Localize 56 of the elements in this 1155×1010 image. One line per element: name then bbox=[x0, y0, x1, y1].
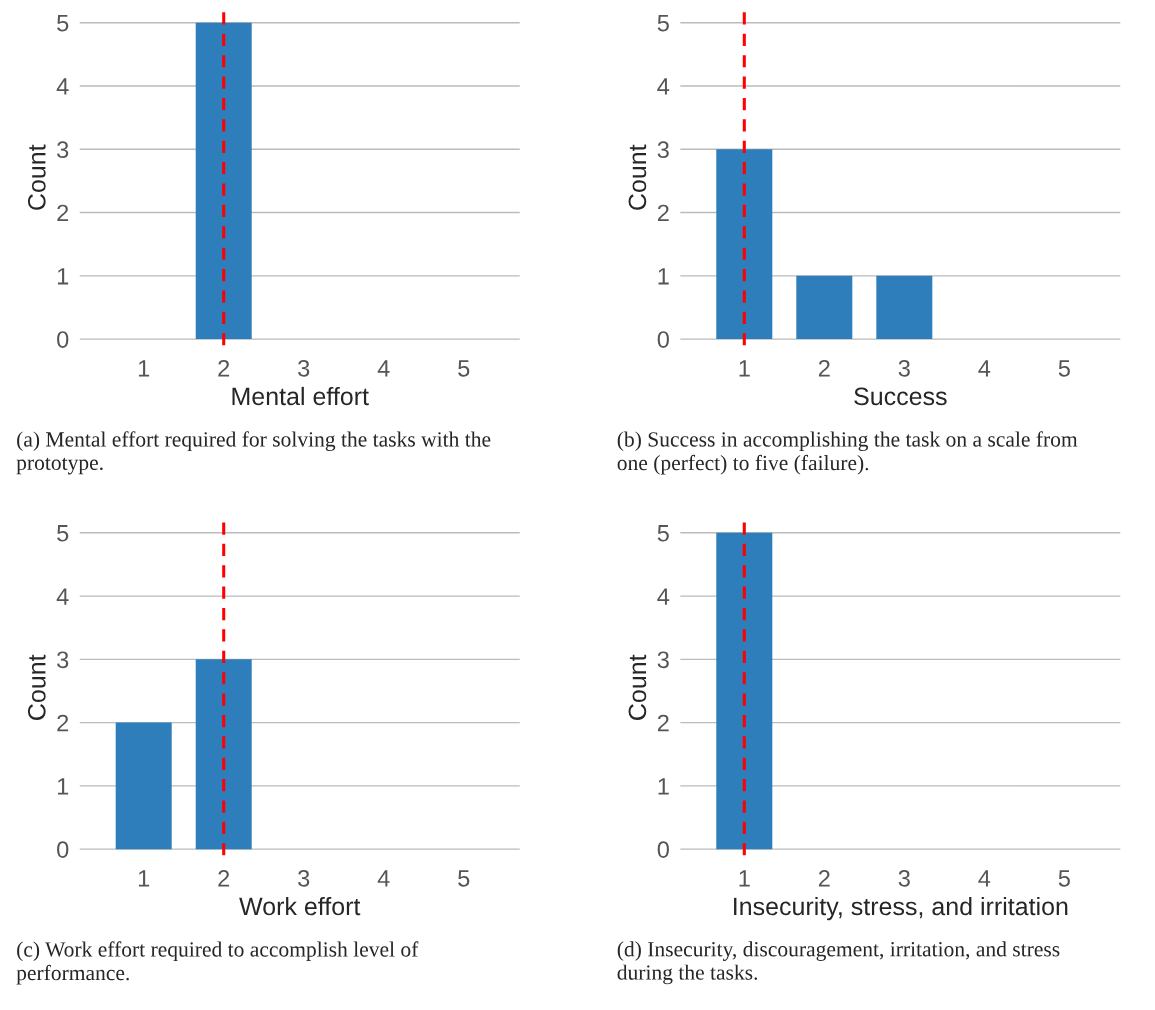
x-tick-label: 5 bbox=[1058, 870, 1070, 887]
text: (d) Insecurity, discouragement, irritation, and stress during the tasks. bbox=[617, 941, 1060, 985]
y-tick-label: 2 bbox=[57, 714, 69, 732]
y-tick-label: 2 bbox=[657, 714, 669, 732]
x-tick-label: 3 bbox=[898, 359, 910, 377]
x-tick-label: 1 bbox=[138, 360, 150, 377]
y-tick-label: 5 bbox=[657, 15, 669, 32]
x-tick-label: 4 bbox=[377, 870, 390, 887]
x-tick-label: 4 bbox=[978, 870, 991, 887]
x-axis-title: Insecurity, stress, and irritation bbox=[734, 896, 1068, 921]
x-tick-label: 5 bbox=[1058, 360, 1070, 377]
y-tick-label: 4 bbox=[56, 588, 69, 605]
x-tick-label: 3 bbox=[298, 869, 310, 887]
x-tick-label: 2 bbox=[818, 869, 830, 887]
y-tick-label: 0 bbox=[57, 841, 69, 858]
x-axis-title: Success bbox=[854, 387, 947, 406]
y-tick-label: 0 bbox=[57, 331, 69, 348]
x-tick-label: 3 bbox=[298, 359, 310, 377]
y-tick-label: 3 bbox=[57, 141, 69, 159]
y-tick-label: 1 bbox=[658, 268, 669, 285]
y-tick-label: 5 bbox=[657, 525, 669, 542]
x-axis-title: Work effort bbox=[239, 896, 361, 916]
x-tick-label: 2 bbox=[218, 359, 230, 377]
y-tick-label: 2 bbox=[657, 204, 669, 222]
y-tick-label: 0 bbox=[657, 331, 669, 348]
x-axis-title: Mental effort bbox=[232, 386, 369, 406]
x-tick-label: 1 bbox=[739, 360, 750, 377]
text: (a) Mental effort required for solving the tasks with the prototype. bbox=[16, 431, 491, 475]
x-tick-label: 1 bbox=[138, 870, 150, 887]
text: (b) Success in accomplishing the task on a scale from one (perfect) to five (failure). bbox=[617, 431, 1078, 475]
y-axis-title: Count bbox=[628, 144, 647, 210]
x-tick-label: 3 bbox=[898, 869, 910, 887]
y-tick-label: 1 bbox=[57, 268, 69, 285]
y-tick-label: 3 bbox=[657, 141, 669, 159]
x-tick-label: 2 bbox=[818, 359, 830, 377]
y-axis-title: Count bbox=[628, 654, 647, 720]
y-tick-label: 4 bbox=[657, 588, 670, 605]
y-tick-label: 3 bbox=[657, 651, 669, 669]
x-tick-label: 1 bbox=[739, 870, 750, 887]
y-tick-label: 3 bbox=[57, 651, 69, 669]
y-tick-label: 1 bbox=[57, 778, 69, 795]
y-tick-label: 4 bbox=[56, 78, 69, 95]
y-axis-title: Count bbox=[27, 654, 46, 720]
y-tick-label: 5 bbox=[57, 15, 69, 32]
y-tick-label: 1 bbox=[658, 778, 669, 795]
y-tick-label: 0 bbox=[657, 841, 669, 858]
x-tick-label: 5 bbox=[458, 360, 470, 377]
text: (c) Work effort required to accomplish level of performance. bbox=[16, 941, 419, 985]
y-tick-label: 4 bbox=[657, 78, 670, 95]
x-tick-label: 2 bbox=[218, 869, 230, 887]
x-tick-label: 4 bbox=[978, 360, 991, 377]
y-axis-title: Count bbox=[27, 144, 46, 210]
y-tick-label: 5 bbox=[57, 525, 69, 542]
x-tick-label: 5 bbox=[458, 870, 470, 887]
x-tick-label: 4 bbox=[377, 360, 390, 377]
y-tick-label: 2 bbox=[57, 204, 69, 222]
